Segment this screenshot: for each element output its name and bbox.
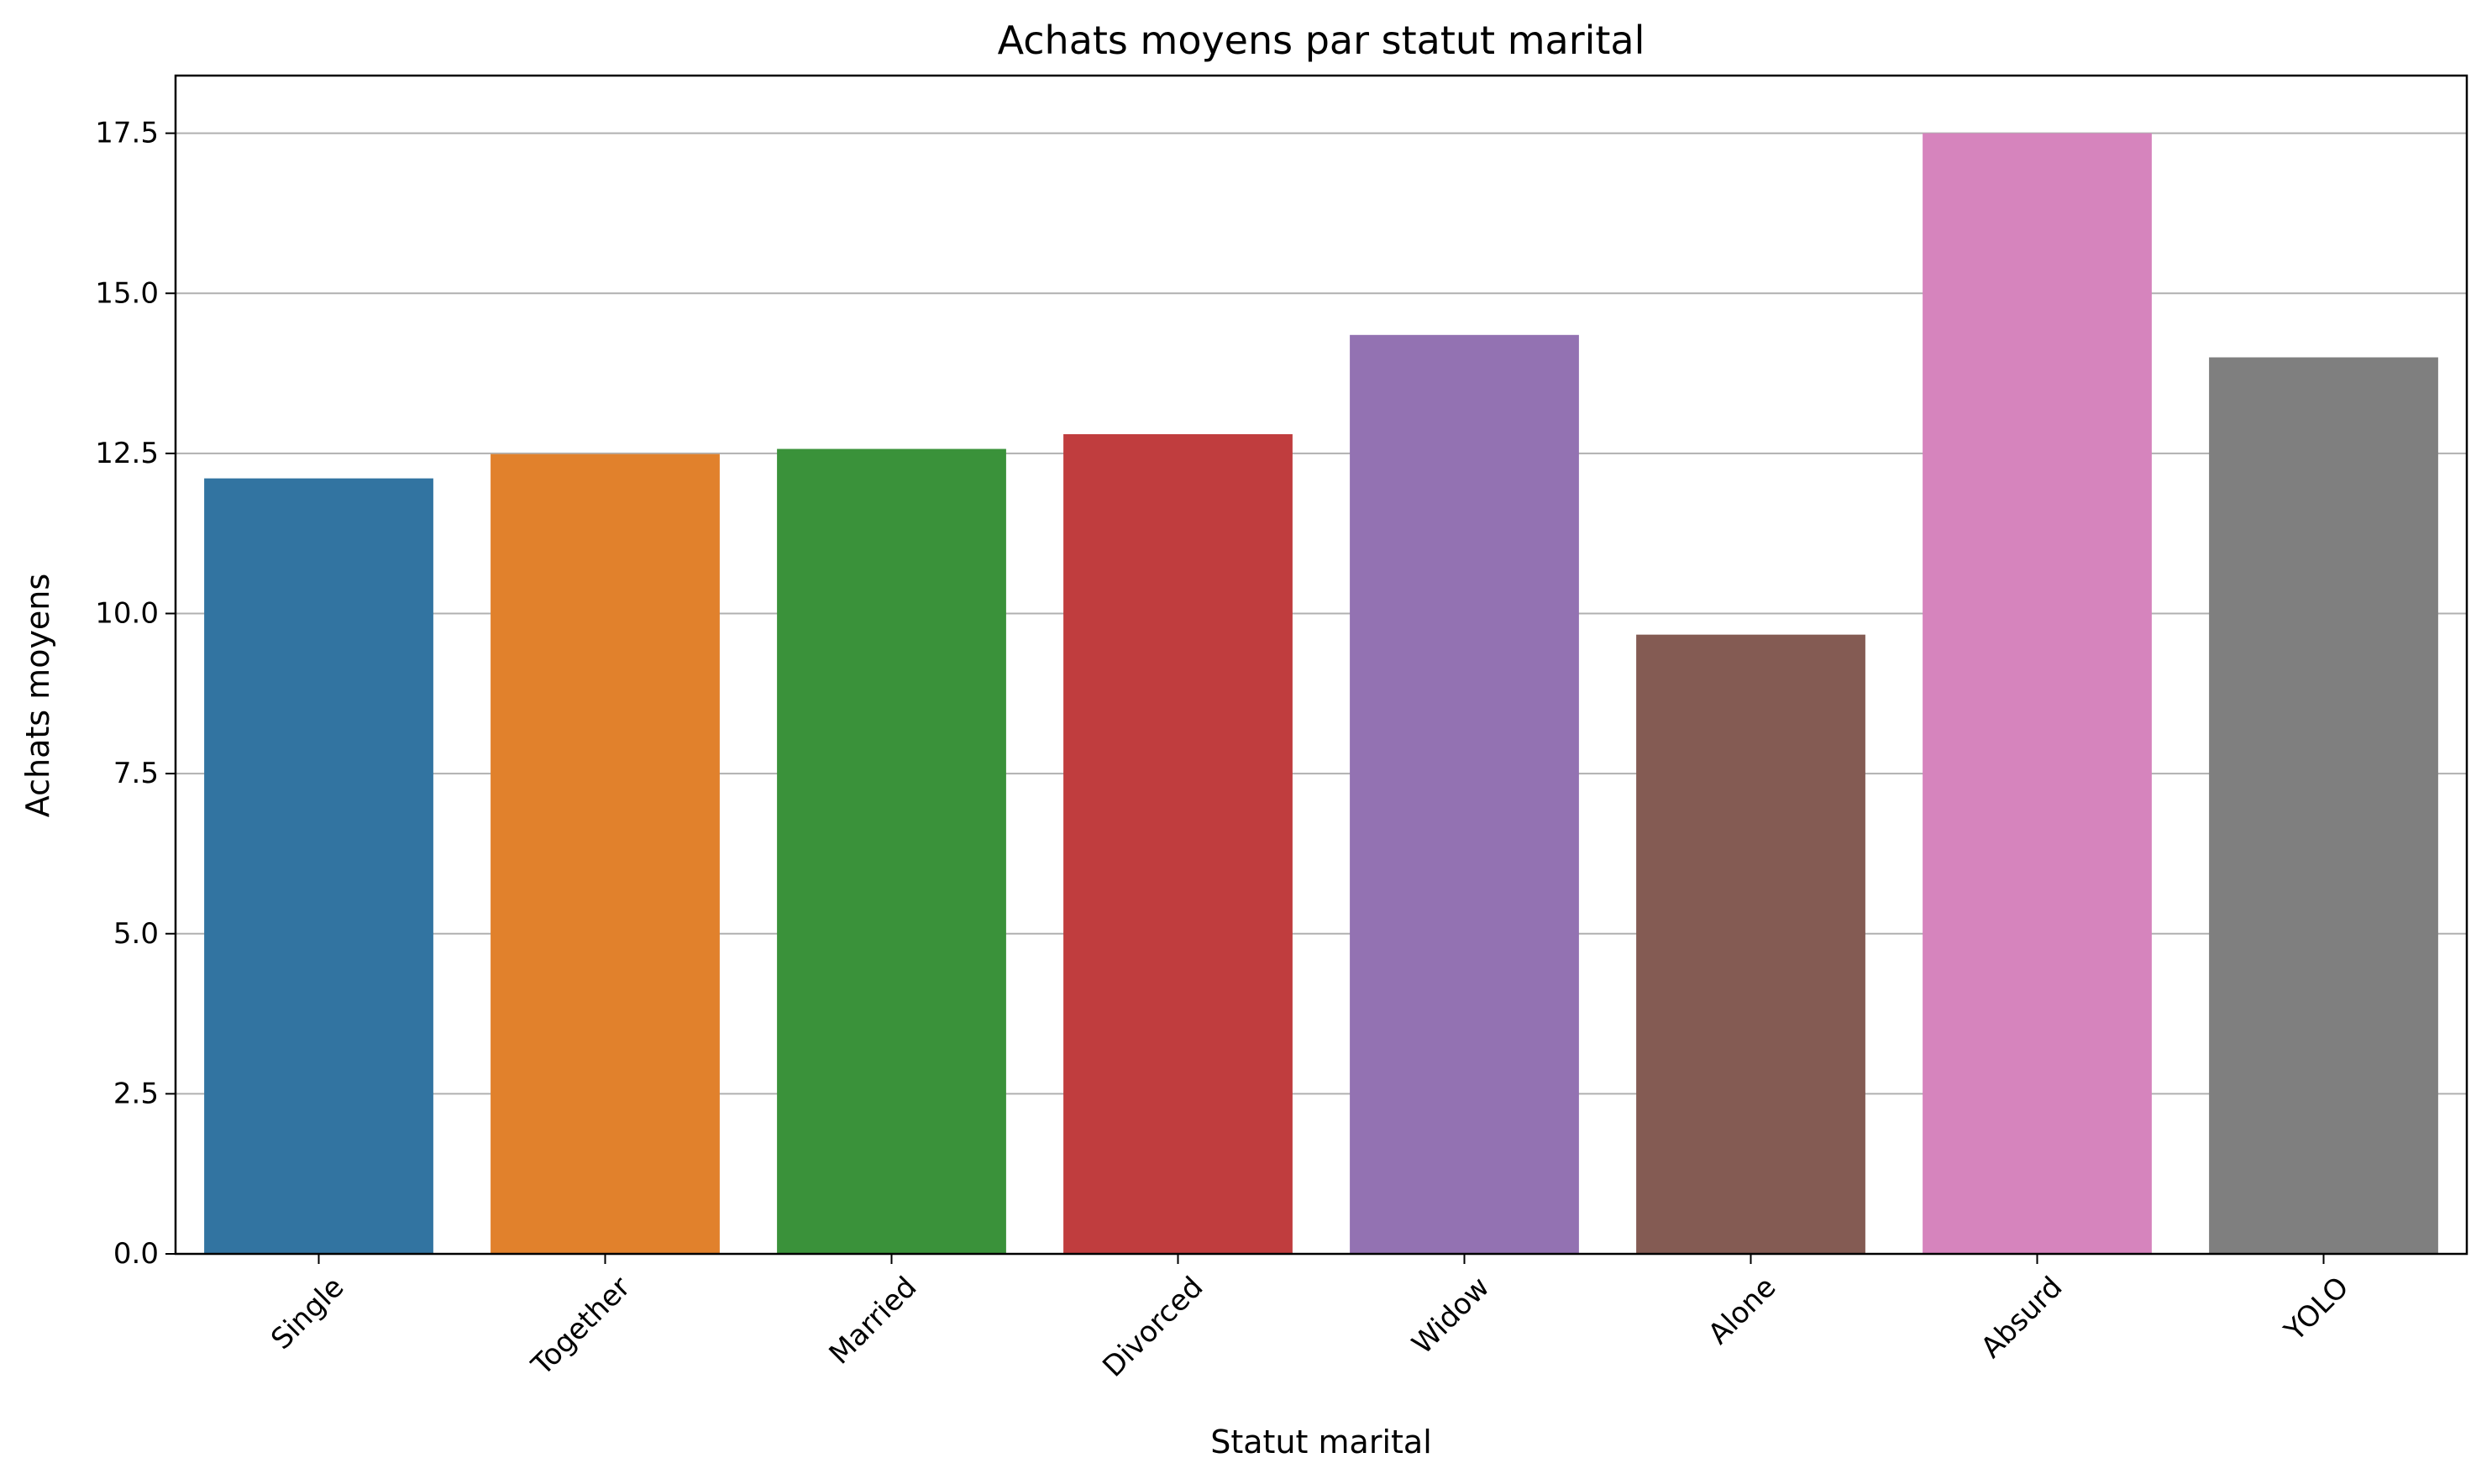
x-tick-label: Divorced	[1096, 1271, 1209, 1384]
y-tick-label: 15.0	[95, 276, 159, 310]
bar-absurd	[1923, 133, 2152, 1254]
chart-title: Achats moyens par statut marital	[998, 18, 1645, 63]
y-tick-label: 5.0	[113, 917, 159, 951]
y-tick-label: 10.0	[95, 597, 159, 631]
y-tick-label: 17.5	[95, 117, 159, 150]
x-tick-label: Widow	[1406, 1271, 1497, 1361]
x-axis-ticks: Single Together Married Divorced Widow Alone A…	[265, 1254, 2355, 1384]
bar-divorced	[1063, 434, 1293, 1254]
bar-married	[777, 448, 1006, 1254]
bar-yolo	[2209, 357, 2438, 1254]
bar-together	[491, 454, 720, 1254]
x-tick-label: Married	[823, 1271, 924, 1371]
x-tick-label: Absurd	[1975, 1271, 2069, 1365]
bars	[204, 133, 2438, 1254]
plot-area	[174, 74, 2468, 1256]
x-tick-label: YOLO	[2278, 1271, 2356, 1349]
y-tick-label: 0.0	[113, 1237, 159, 1271]
y-tick-label: 12.5	[95, 437, 159, 470]
x-tick-label: Together	[525, 1271, 637, 1383]
x-tick-label: Alone	[1702, 1271, 1782, 1351]
y-axis-label: Achats moyens	[19, 574, 56, 817]
x-tick-label: Single	[265, 1271, 350, 1356]
bar-alone	[1636, 634, 1865, 1254]
y-axis-ticks: 0.0 2.5 5.0 7.5 10.0 12.5 15.0 17.5	[95, 117, 176, 1271]
y-tick-label: 2.5	[113, 1077, 159, 1110]
bar-single	[204, 478, 433, 1254]
bar-widow	[1350, 334, 1579, 1254]
y-tick-label: 7.5	[113, 757, 159, 790]
x-axis-label: Statut marital	[1210, 1424, 1432, 1460]
